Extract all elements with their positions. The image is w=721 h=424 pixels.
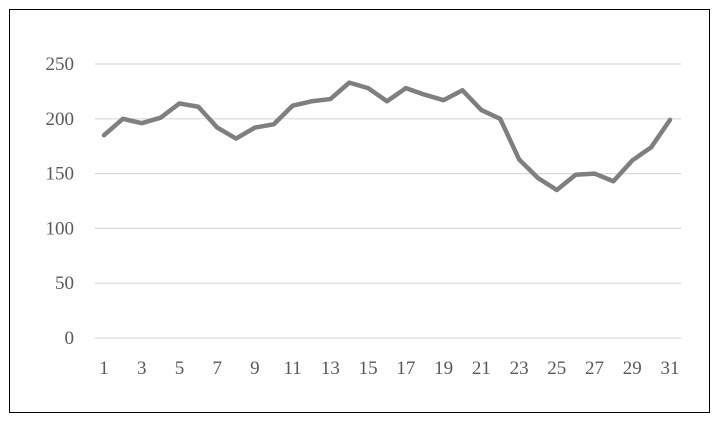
y-tick-label: 50 xyxy=(55,273,74,294)
y-tick-label: 200 xyxy=(46,109,75,130)
y-axis-ticks: 0 50 100 150 200 250 xyxy=(46,54,75,349)
data-point xyxy=(347,80,352,85)
x-tick-label: 29 xyxy=(623,358,642,379)
data-point xyxy=(328,97,333,102)
data-point xyxy=(554,188,559,193)
data-point xyxy=(479,108,484,113)
data-point xyxy=(517,157,522,162)
x-tick-label: 11 xyxy=(284,358,302,379)
x-axis-ticks: 1 3 5 7 9 11 13 15 17 19 21 23 25 27 29 31 xyxy=(99,358,679,379)
data-point xyxy=(535,175,540,180)
data-point xyxy=(177,101,182,106)
data-point xyxy=(290,103,295,108)
x-tick-label: 23 xyxy=(510,358,529,379)
data-point xyxy=(573,172,578,177)
y-tick-label: 150 xyxy=(46,164,75,185)
data-point xyxy=(441,98,446,103)
data-point xyxy=(215,125,220,130)
data-point xyxy=(158,115,163,120)
data-point xyxy=(196,104,201,109)
x-tick-label: 7 xyxy=(212,358,222,379)
x-tick-label: 25 xyxy=(547,358,566,379)
data-point xyxy=(592,171,597,176)
data-point xyxy=(460,88,465,93)
data-point xyxy=(630,158,635,163)
data-point xyxy=(139,121,144,126)
data-point xyxy=(252,125,257,130)
x-tick-label: 9 xyxy=(250,358,260,379)
x-tick-label: 31 xyxy=(661,358,680,379)
data-point xyxy=(611,179,616,184)
x-tick-label: 5 xyxy=(175,358,185,379)
x-tick-label: 21 xyxy=(472,358,491,379)
data-point xyxy=(649,145,654,150)
y-tick-label: 250 xyxy=(46,54,75,75)
data-point xyxy=(422,92,427,97)
y-tick-label: 0 xyxy=(65,328,75,349)
x-tick-label: 17 xyxy=(396,358,415,379)
data-point xyxy=(120,116,125,121)
data-point xyxy=(668,117,672,122)
data-point xyxy=(271,122,276,127)
data-point xyxy=(309,99,314,104)
data-point xyxy=(234,136,239,141)
x-tick-label: 19 xyxy=(434,358,453,379)
data-point xyxy=(403,86,408,91)
data-point xyxy=(498,116,503,121)
x-tick-label: 15 xyxy=(359,358,378,379)
data-point xyxy=(102,133,106,138)
chart-frame xyxy=(9,9,710,413)
y-tick-label: 100 xyxy=(46,218,75,239)
gridlines xyxy=(95,63,681,339)
x-tick-label: 13 xyxy=(321,358,340,379)
data-point xyxy=(366,86,371,91)
series-layer xyxy=(101,80,673,193)
data-point xyxy=(385,99,389,104)
x-tick-label: 27 xyxy=(585,358,604,379)
x-tick-label: 1 xyxy=(99,358,109,379)
x-tick-label: 3 xyxy=(137,358,147,379)
